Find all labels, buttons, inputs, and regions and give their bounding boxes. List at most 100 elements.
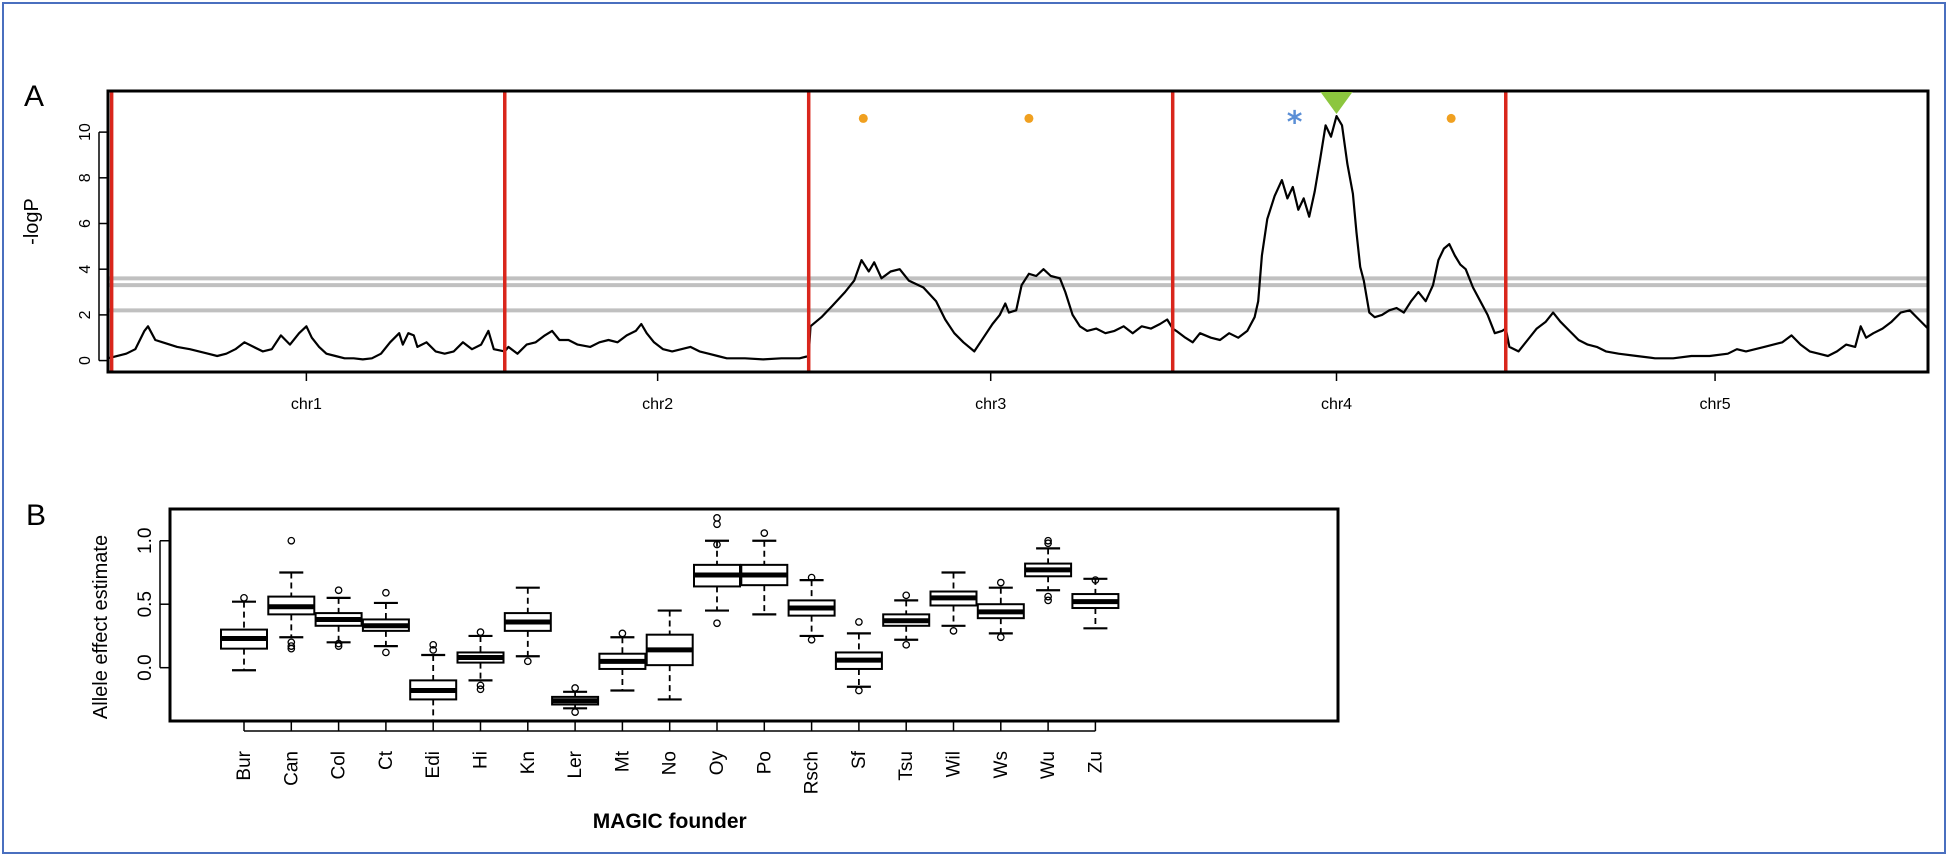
founder-label-Mt: Mt — [612, 750, 633, 772]
y-tick-label-8: 8 — [77, 173, 94, 182]
outlier-0 — [429, 646, 438, 654]
outlier-2 — [334, 586, 343, 595]
outlier-1 — [996, 578, 1005, 587]
outlier-2 — [476, 628, 485, 636]
outlier-0 — [1091, 576, 1100, 584]
panel-b-label: B — [26, 499, 46, 532]
y-axis-title: Allele effect estimate — [90, 535, 112, 719]
box-Wil — [929, 571, 978, 635]
outlier-1 — [807, 573, 816, 582]
y-tick-label-10: 10 — [77, 123, 94, 141]
outlier-0 — [760, 529, 769, 537]
chromosome-label-chr3: chr3 — [975, 396, 1006, 413]
outlier-1 — [1044, 592, 1052, 601]
y-tick-label-0: 0.0 — [135, 654, 156, 680]
plot-a-frame — [106, 89, 1930, 374]
box-Hi — [456, 628, 505, 694]
outlier-2 — [713, 520, 721, 529]
chromosome-label-chr5: chr5 — [1699, 396, 1730, 413]
box-Rsch — [787, 573, 836, 644]
outlier-1 — [476, 685, 485, 694]
outlier-0 — [334, 642, 343, 650]
founder-label-Rsch: Rsch — [802, 751, 823, 794]
plot-b-frame — [168, 507, 1340, 723]
box-Sf — [834, 618, 883, 695]
box-Mt — [598, 629, 647, 692]
outlier-0 — [855, 686, 863, 695]
founder-label-Sf: Sf — [849, 750, 870, 769]
marker-dot-0 — [858, 113, 868, 123]
outlier-1 — [902, 591, 911, 600]
founder-label-Ler: Ler — [565, 750, 586, 778]
founder-label-Edi: Edi — [423, 751, 444, 778]
box-Edi — [409, 640, 458, 723]
founder-label-Po: Po — [754, 751, 775, 774]
box-Ws — [976, 578, 1025, 642]
founder-label-Wu: Wu — [1038, 751, 1059, 779]
founder-label-Bur: Bur — [234, 750, 255, 780]
outlier-0 — [807, 635, 816, 644]
marker-peak-triangle — [1320, 92, 1353, 114]
outlier-0 — [902, 640, 911, 649]
founder-label-No: No — [660, 751, 681, 775]
box-Ler — [551, 684, 600, 716]
box-Zu — [1071, 576, 1120, 630]
box-Wu — [1024, 536, 1073, 605]
y-tick-label-4: 4 — [77, 265, 94, 274]
outlier-0 — [571, 708, 579, 716]
box-Oy — [693, 514, 741, 628]
y-tick-label-0: 0 — [77, 356, 94, 365]
outlier-1 — [571, 684, 579, 692]
founder-label-Ws: Ws — [991, 751, 1012, 778]
boxplot-chart: Bur Can Col Ct Edi Hi Kn Ler Mt No Oy Po Rsch Sf Tsu Wi… — [90, 507, 1340, 833]
outlier-0 — [382, 648, 390, 657]
outlier-1 — [382, 588, 390, 597]
outlier-0 — [996, 633, 1005, 642]
outlier-1 — [713, 540, 721, 549]
y-tick-label-2: 1.0 — [135, 528, 156, 554]
outlier-3 — [287, 536, 296, 545]
founder-label-Can: Can — [281, 751, 302, 786]
outlier-3 — [1044, 536, 1052, 545]
panel-a-label: A — [24, 80, 44, 113]
outlier-0 — [476, 681, 485, 690]
x-axis-title: MAGIC founder — [593, 810, 747, 833]
founder-label-Tsu: Tsu — [896, 751, 917, 781]
logp-curve — [107, 114, 1929, 361]
marker-star-2: * — [1287, 105, 1303, 140]
founder-label-Wil: Wil — [944, 751, 965, 777]
outlier-0 — [240, 594, 248, 602]
outlier-3 — [713, 514, 721, 522]
marker-dot-1 — [1024, 113, 1034, 123]
y-tick-label-2: 2 — [77, 310, 94, 319]
founder-label-Kn: Kn — [518, 751, 539, 774]
outlier-1 — [287, 642, 296, 650]
box-No — [645, 609, 694, 701]
y-tick-label-6: 6 — [77, 219, 94, 228]
box-Can — [267, 536, 316, 653]
outlier-0 — [618, 629, 627, 638]
chromosome-label-chr2: chr2 — [642, 396, 673, 413]
founder-label-Zu: Zu — [1085, 751, 1106, 773]
chromosome-label-chr1: chr1 — [291, 396, 322, 413]
founder-label-Oy: Oy — [707, 751, 728, 776]
y-axis-title: -logP — [21, 198, 43, 245]
outlier-2 — [287, 638, 296, 647]
founder-label-Col: Col — [329, 751, 350, 780]
outlier-0 — [949, 627, 958, 635]
manhattan-chart: 0 2 4 6 8 10 -logP chr1 chr2 chr3 chr4 chr5 * — [21, 89, 1930, 413]
outlier-0 — [713, 619, 721, 628]
y-tick-label-1: 0.5 — [135, 591, 156, 617]
box-Po — [740, 529, 789, 616]
marker-dot-4 — [1446, 113, 1456, 123]
box-Tsu — [882, 591, 931, 649]
box-Ct — [361, 588, 410, 657]
box-Kn — [503, 586, 552, 666]
outlier-1 — [334, 639, 343, 648]
box-Col — [314, 586, 363, 650]
outlier-0 — [523, 657, 532, 666]
chromosome-label-chr4: chr4 — [1321, 396, 1352, 413]
founder-label-Hi: Hi — [471, 751, 492, 769]
